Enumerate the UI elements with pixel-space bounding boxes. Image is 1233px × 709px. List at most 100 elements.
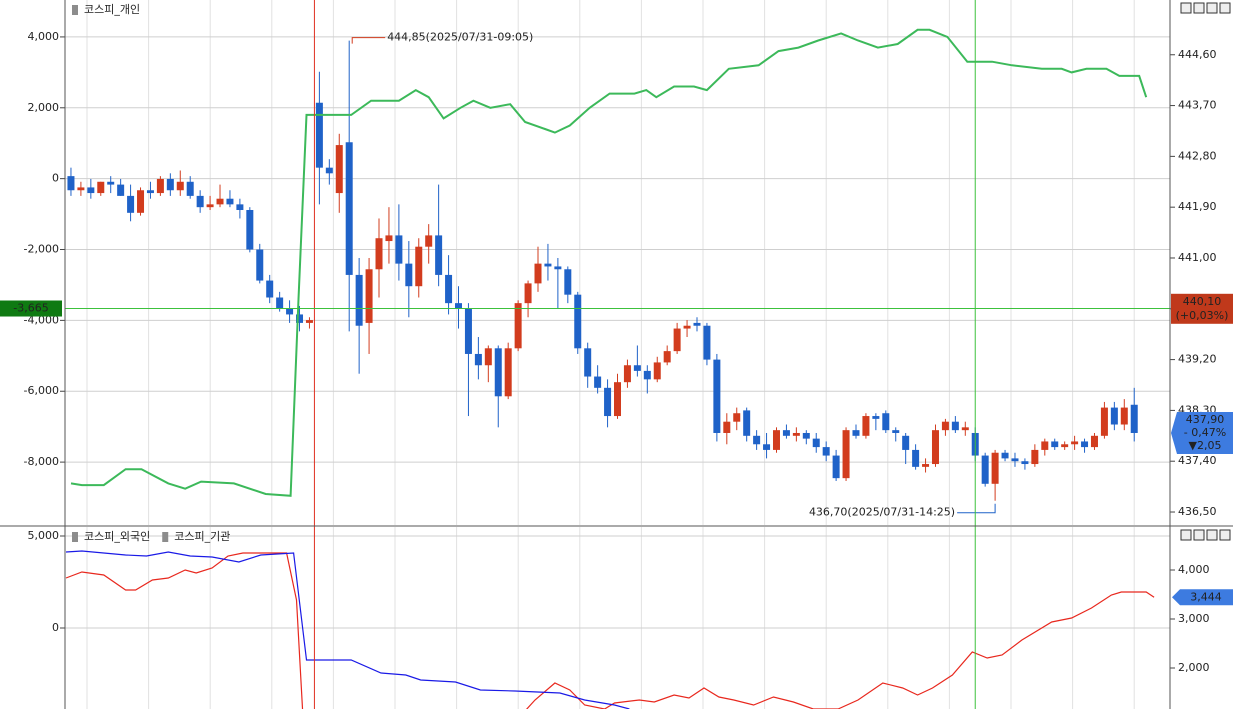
candle-body [961,427,969,431]
candle-body [554,266,562,270]
candle-body [772,430,780,450]
candle-body [385,235,393,242]
candle-body [504,348,512,397]
candle-body [922,464,930,467]
candle-body [1071,441,1079,445]
last-price-badge [1171,411,1233,454]
candle-body [941,421,949,431]
candle-body [991,452,999,484]
candle-body [1021,461,1029,465]
candle-body [445,274,453,304]
candle-body [1081,441,1089,448]
candle-body [137,190,145,213]
candle-body [812,438,820,448]
y-tick-label: -2,000 [24,243,59,256]
legend-swatch [72,5,78,15]
candle-body [455,303,463,309]
candle-body [782,430,790,436]
annotation-arrow [351,37,386,44]
panel-buttons[interactable] [1180,2,1231,541]
candle-body [156,178,164,194]
candle-body [1100,407,1108,436]
candle-body [902,435,910,450]
candle-body [623,365,631,383]
btn[interactable] [1193,2,1205,14]
candle-body [931,430,939,465]
y-tick-label: -8,000 [24,455,59,468]
investor-plot [65,550,1155,709]
candle-body [87,187,95,194]
candle-body [892,430,900,433]
btn[interactable] [1206,2,1218,14]
candle-body [852,430,860,436]
candle-body [216,198,224,205]
candle-body [693,322,701,326]
last-value-label: 3,444 [1190,590,1222,603]
btn[interactable] [1193,529,1205,541]
y2-tick-label: 443,70 [1178,99,1217,112]
grid-layer [65,0,1170,709]
candle-body [733,413,741,422]
candle-body [355,274,363,326]
candle-body [524,283,532,304]
candle-body [663,351,671,363]
candle-body [792,432,800,436]
candle-body [325,167,333,174]
candle-body [1120,407,1128,425]
y2-tick-label: 441,90 [1178,200,1217,213]
candle-body [484,348,492,366]
series-line [65,552,1155,709]
candle-body [127,195,135,213]
candle-body [574,294,582,349]
candle-body [196,195,204,208]
candle-body [365,269,373,323]
y2-tick-label: 439,20 [1178,353,1217,366]
btn[interactable] [1206,529,1218,541]
y2-tick-label: 442,80 [1178,149,1217,162]
candle-body [1051,441,1059,448]
candle-body [981,455,989,484]
candle-body [564,269,572,295]
candle-body [345,142,353,275]
candle-body [474,353,482,366]
candle-body [862,416,870,436]
candle-body [703,325,711,360]
y-tick-label: -4,000 [24,313,59,326]
price-plot [67,28,1148,501]
candle-body [117,184,125,196]
candle-body [67,176,75,191]
candle-body [872,416,880,419]
y-tick-label: 0 [52,172,59,185]
candle-body [246,210,254,250]
candle-body [494,348,502,397]
last-price-diff: ▼2,05 [1189,439,1222,452]
candle-body [335,145,343,194]
annotation-arrow [957,503,996,514]
btn[interactable] [1219,2,1231,14]
candle-body [832,455,840,479]
candle-body [763,444,771,450]
candle-body [534,263,542,284]
btn[interactable] [1219,529,1231,541]
candle-body [315,102,323,168]
candle-body [107,181,115,185]
candle-body [673,328,681,352]
last-price-label: 437,90 [1186,413,1225,426]
candle-body [415,246,423,287]
y2-tick-label: 4,000 [1178,563,1210,576]
legend-swatch [72,532,78,542]
y2-tick-label: 437,40 [1178,454,1217,467]
candle-body [643,370,651,380]
legend-swatch [162,532,169,542]
candle-body [286,308,294,315]
candle-body [842,430,850,479]
legend-label: 코스피_기관 [174,530,230,543]
candle-body [544,263,552,267]
btn[interactable] [1180,529,1192,541]
y-tick-label: 2,000 [28,101,60,114]
btn[interactable] [1180,2,1192,14]
candle-body [236,204,244,210]
candle-body [723,421,731,433]
candle-body [1130,404,1138,433]
